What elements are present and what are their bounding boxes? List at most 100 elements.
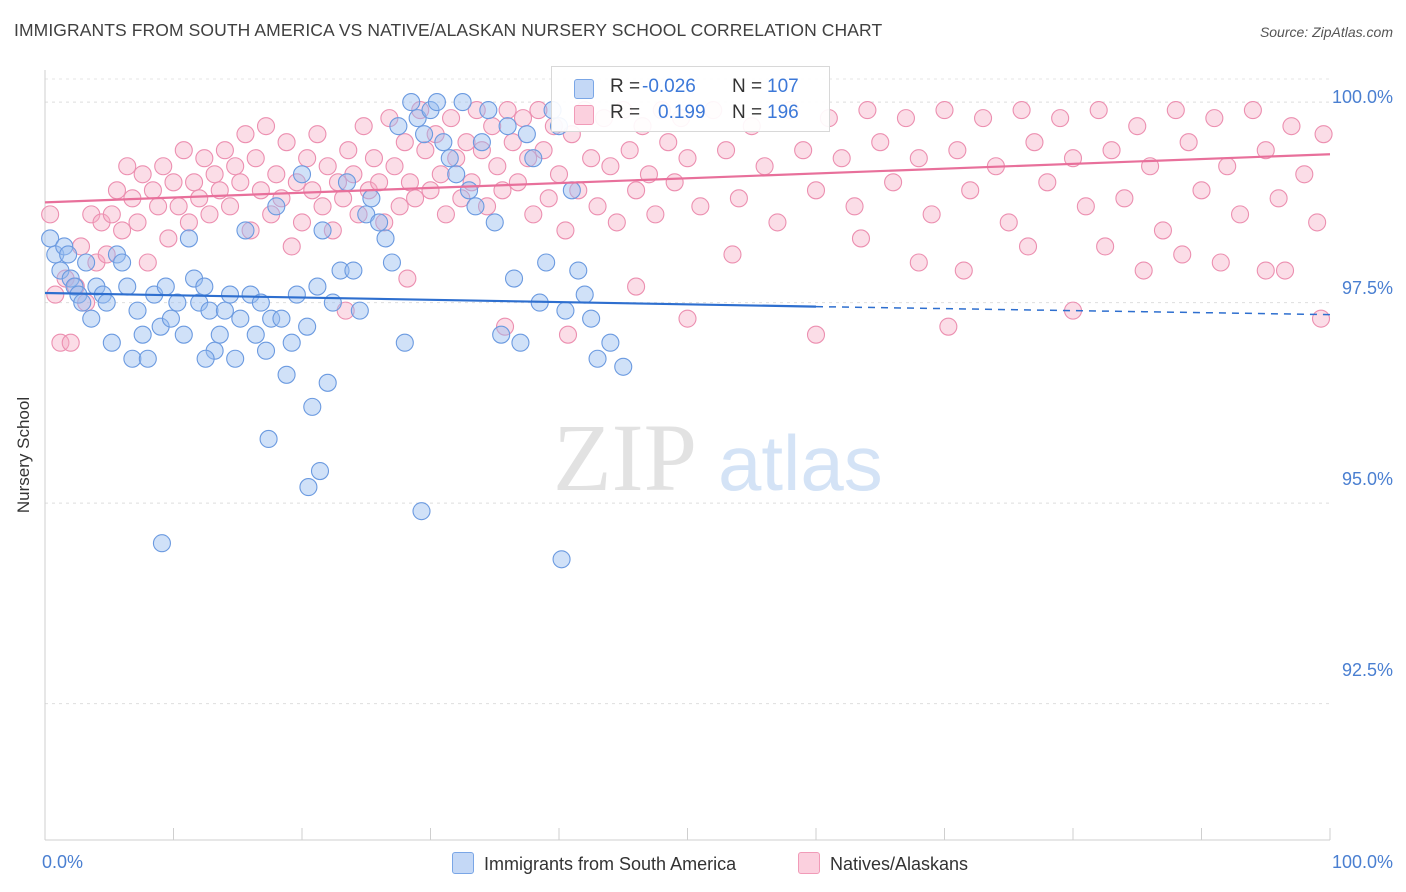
pink-point (1295, 165, 1314, 184)
legend-n-label: N = (732, 76, 763, 97)
blue-point (344, 261, 363, 280)
blue-point (231, 309, 250, 328)
pink-point (61, 333, 80, 352)
pink-point (1025, 133, 1044, 152)
legend-r-label: R = (610, 102, 641, 123)
pink-point (729, 189, 748, 208)
pink-point (794, 141, 813, 160)
pink-point (185, 173, 204, 192)
pink-point (256, 117, 276, 136)
blue-point (582, 309, 601, 328)
blue-point (292, 165, 312, 184)
pink-point (961, 181, 980, 200)
pink-point (1282, 117, 1301, 136)
blue-point (350, 301, 369, 320)
pink-point (665, 173, 684, 192)
pink-point (588, 197, 607, 216)
blue-point (614, 357, 633, 376)
pink-point (447, 149, 466, 168)
pink-point (1231, 205, 1250, 224)
pink-point (318, 157, 337, 176)
x-tick-min: 0.0% (42, 852, 84, 872)
pink-point (200, 205, 219, 224)
watermark-atlas: atlas (718, 419, 883, 507)
pink-point (41, 205, 60, 224)
blue-point (138, 349, 157, 368)
pink-point (691, 197, 710, 216)
pink-point (549, 165, 569, 184)
pink-point (431, 165, 450, 184)
blue-point (267, 197, 286, 216)
pink-point (627, 277, 646, 296)
pink-point (354, 117, 373, 136)
blue-point (246, 325, 265, 344)
blue-point (299, 478, 318, 497)
pink-point (246, 149, 265, 168)
pink-point (939, 317, 958, 336)
pink-point (1115, 189, 1134, 208)
y-tick-92-5: 92.5% (1341, 660, 1393, 680)
pink-point (385, 157, 404, 176)
blue-point (412, 502, 431, 521)
pink-point (601, 157, 620, 176)
blue-point (220, 285, 240, 304)
blue-point (102, 333, 121, 352)
blue-point (524, 149, 543, 168)
pink-point (858, 101, 877, 120)
pink-point (1166, 101, 1185, 120)
blue-point (313, 221, 332, 240)
pink-point (1256, 261, 1275, 280)
pink-point (138, 253, 157, 272)
chart-title: IMMIGRANTS FROM SOUTH AMERICA VS NATIVE/… (14, 20, 883, 40)
pink-point (113, 221, 132, 240)
legend-n-value-blue: 107 (767, 76, 799, 97)
pink-point (51, 333, 70, 352)
blue-point (118, 277, 137, 296)
pink-point (323, 221, 342, 240)
blue-point (200, 301, 219, 320)
blue-point (552, 550, 571, 569)
pink-point (102, 205, 121, 224)
blue-point (511, 333, 530, 352)
pink-point (1012, 101, 1031, 120)
blue-point (537, 253, 556, 272)
pink-point (1308, 213, 1327, 232)
pink-series-points (41, 101, 1333, 352)
pink-point (1311, 309, 1331, 328)
bottom-legend-swatch-pink (798, 852, 820, 874)
pink-point (398, 269, 417, 288)
blue-point (287, 285, 306, 304)
blue-point (479, 101, 498, 120)
y-axis-label: Nursery School (14, 396, 33, 514)
pink-point (195, 149, 214, 168)
pink-point (678, 149, 697, 168)
pink-point (174, 141, 193, 160)
pink-point (896, 109, 916, 128)
pink-point (179, 213, 198, 232)
pink-point (659, 133, 678, 152)
pink-point (1218, 157, 1237, 176)
pink-point (416, 141, 435, 160)
pink-point (97, 245, 116, 264)
axes (44, 70, 1331, 841)
blue-point (434, 133, 453, 152)
pink-point (215, 141, 234, 160)
blue-point (575, 285, 594, 304)
blue-point (215, 301, 234, 320)
pink-point (627, 181, 646, 200)
pink-point (524, 205, 543, 224)
blue-point (174, 325, 193, 344)
y-tick-100: 100.0% (1331, 87, 1393, 107)
pink-point (954, 261, 973, 280)
blue-point (168, 293, 187, 312)
pink-point (806, 181, 826, 200)
blue-point (73, 293, 92, 312)
pink-point (607, 213, 626, 232)
pink-point (406, 189, 425, 208)
blue-point (277, 365, 296, 384)
blue-point (331, 261, 350, 280)
stats-legend: R = -0.026 N = 107 R = 0.199 N = 196 (551, 66, 830, 132)
blue-trend-line (44, 291, 817, 308)
blue-point (402, 93, 421, 112)
blue-point (601, 333, 620, 352)
